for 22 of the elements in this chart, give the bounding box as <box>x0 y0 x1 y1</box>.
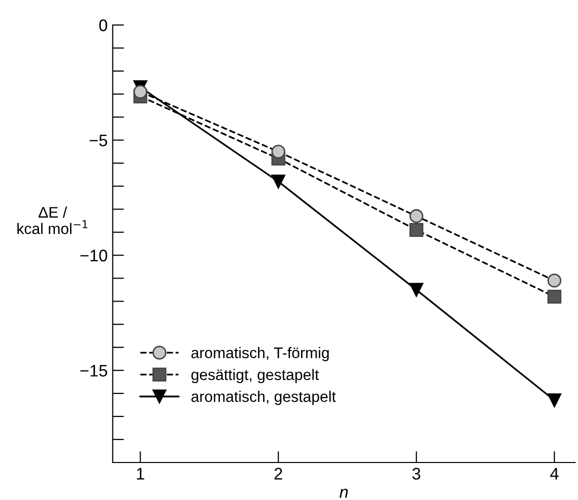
y-tick-label: −15 <box>80 364 108 377</box>
y-tick-label: 0 <box>99 19 108 32</box>
point <box>409 222 424 237</box>
point <box>409 209 424 224</box>
legend-label: aromatisch, T-förmig <box>191 346 329 362</box>
x-tick-label: 2 <box>274 468 282 480</box>
point <box>409 282 424 297</box>
x-axis-title: n <box>340 488 348 498</box>
y-tick-label: −10 <box>80 250 108 262</box>
x-tick-label: 4 <box>550 468 559 480</box>
y-axis-title: ΔE / kcal mol$^{−1}$ <box>17 206 88 234</box>
point <box>547 274 562 288</box>
y-tick-label: −5 <box>90 134 108 146</box>
legend-label: gesättigt, gestapelt <box>191 368 319 384</box>
point <box>133 84 148 99</box>
legend-label: aromatisch, gestapelt <box>191 390 336 405</box>
point <box>271 174 286 189</box>
point <box>547 290 562 304</box>
x-tick-label: 1 <box>136 468 144 480</box>
point <box>271 144 286 159</box>
point <box>547 393 562 408</box>
x-tick-label: 3 <box>412 468 420 480</box>
